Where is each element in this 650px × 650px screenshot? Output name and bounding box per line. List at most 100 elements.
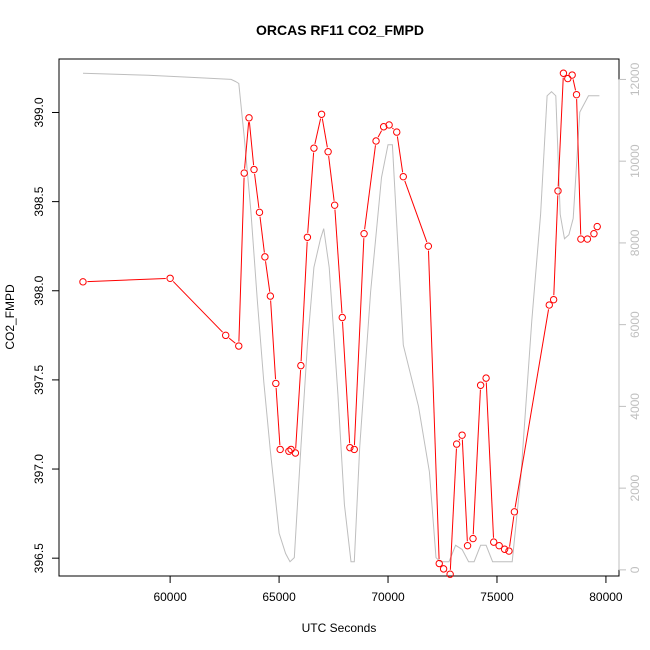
series-0 [79,69,601,578]
data-point [482,374,490,382]
data-point [324,148,332,156]
series-0-segment [557,77,564,187]
series-1-line [82,72,600,563]
data-point [490,538,498,546]
data-point [303,233,312,241]
data-point [317,110,326,118]
y-tick-label: 398.5 [32,186,46,216]
series-0-segment [87,277,166,283]
y-axis-right: 0 2000 4000 6000 8000 10000 12000 [618,62,642,573]
x-axis-label: UTC Seconds [302,621,377,635]
data-point [266,292,275,300]
data-point [330,201,339,209]
series-0-segment [334,209,343,314]
series-0-segment [300,241,308,362]
series-0-segment [391,127,394,130]
series-0-segment [342,321,351,444]
data-point [469,534,477,543]
data-point [577,235,585,243]
data-point [291,449,300,457]
data-point [385,121,393,129]
series-0-segment [238,177,245,342]
data-point [272,379,280,388]
data-point [399,172,407,181]
data-point [287,445,295,454]
data-point [79,278,87,286]
x-axis: 60000 65000 70000 75000 80000 [153,575,623,604]
series-0-segment [396,136,404,173]
y2-tick-label: 10000 [628,144,642,178]
data-point [564,74,572,83]
y2-tick-label: 0 [628,566,642,573]
data-point [593,222,601,231]
data-point [559,69,568,77]
data-point [235,342,243,350]
data-point [360,230,368,238]
data-point [545,301,553,309]
series-0-segment [321,118,328,148]
data-point [276,445,284,454]
data-point [583,235,592,243]
series-0-segment [228,337,236,344]
data-point [255,208,264,217]
series-0-segment [248,122,255,166]
data-point [572,90,581,99]
data-point [393,128,401,136]
series-0-segment [254,173,260,209]
data-point [446,570,454,578]
data-point [452,440,461,448]
y-tick-label: 399.0 [32,97,46,127]
data-point [495,541,503,550]
y-tick-label: 397.5 [32,365,46,395]
data-point [372,137,380,145]
data-point [346,443,354,452]
series-0-segment [514,309,550,508]
series-0-segment [353,238,365,446]
series-0-segment [427,250,440,560]
data-point [505,547,513,555]
data-point [297,361,305,370]
series-0-segment [307,152,315,233]
series-0-segment [404,180,428,243]
series-0-segment [314,118,322,144]
series-0-segment [576,99,582,235]
data-point [310,144,318,152]
series-0-segment [472,389,481,535]
y2-tick-label: 12000 [628,62,642,96]
data-point [463,541,472,550]
series-0-segment [172,281,223,333]
y-axis-label: CO2_FMPD [3,284,17,350]
series-1 [82,72,600,563]
series-0-segment [270,300,277,380]
data-point [458,431,466,439]
y2-tick-label: 6000 [628,311,642,338]
series-layer [79,69,601,578]
data-point [166,274,174,282]
series-0-segment [553,195,559,296]
y-tick-label: 396.5 [32,543,46,573]
data-point [435,559,443,568]
series-0-segment [244,122,250,169]
series-0-segment [364,145,376,230]
series-0-segment [265,261,271,292]
data-point [590,230,598,238]
series-0-segment [295,369,302,449]
series-0-segment [377,130,383,138]
series-0-segment [572,79,577,91]
data-point [240,169,248,177]
y-tick-label: 397.0 [32,454,46,484]
series-0-segment [449,448,457,570]
x-tick-label: 80000 [589,590,623,604]
series-0-segment [458,438,461,441]
data-point [554,187,562,195]
chart-title: ORCAS RF11 CO2_FMPD [256,22,424,38]
data-point [350,445,358,454]
series-0-segment [259,216,265,253]
data-point [245,114,253,122]
y2-tick-label: 4000 [628,393,642,420]
data-point [500,545,509,553]
data-point [510,508,519,516]
y2-tick-label: 2000 [628,474,642,501]
data-point [250,165,258,174]
